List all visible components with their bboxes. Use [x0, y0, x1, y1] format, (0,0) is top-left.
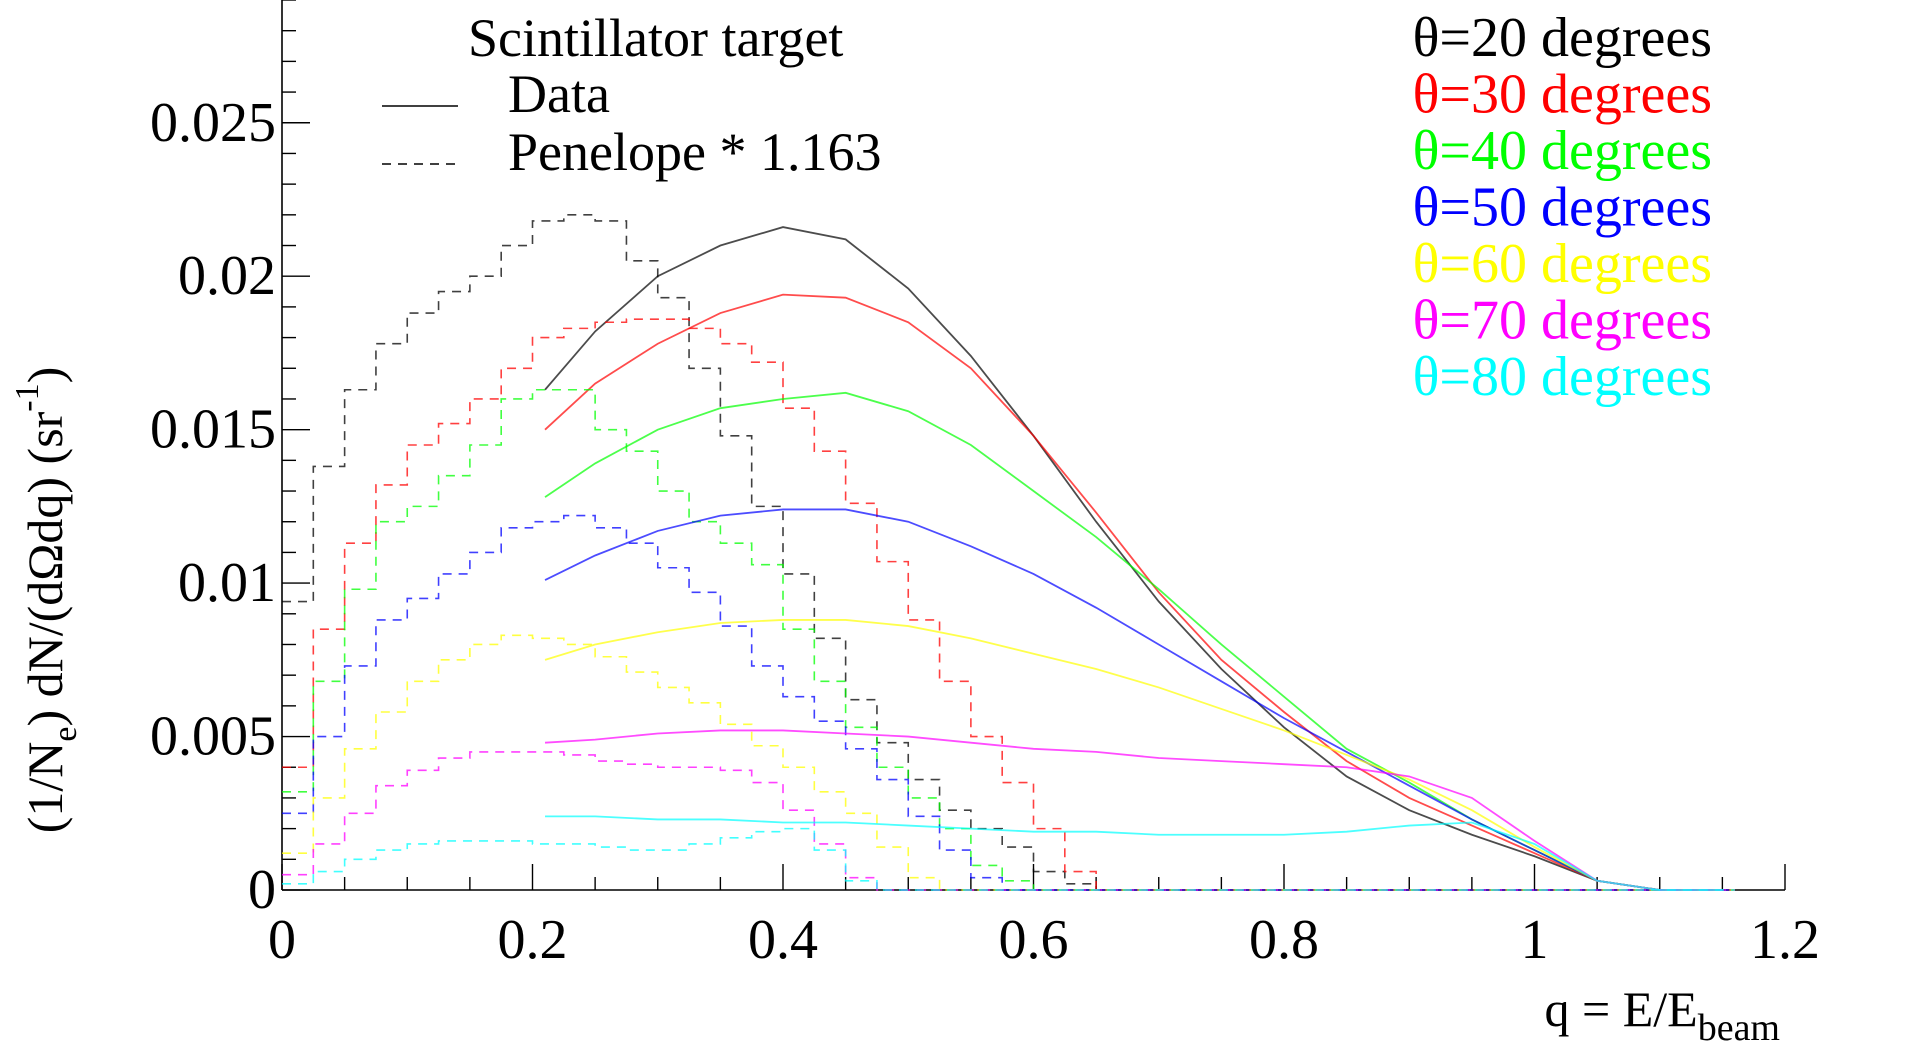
y-tick-label: 0.02	[178, 245, 276, 307]
y-tick-label: 0.015	[150, 399, 276, 461]
series-label-4: θ=50 degrees	[1413, 177, 1712, 239]
x-tick-label: 0	[268, 909, 296, 971]
legend-title: Scintillator target	[468, 8, 843, 68]
y-axis-title-part-1: (1/N	[17, 742, 73, 834]
x-tick-label: 0.2	[498, 909, 568, 971]
series-label-1: θ=20 degrees	[1413, 7, 1712, 69]
y-tick-label: 0.005	[150, 706, 276, 768]
x-axis-title: q = E/Ebeam	[1545, 981, 1780, 1044]
legend-label-penelope: Penelope * 1.163	[508, 122, 881, 182]
chart: 00.0050.010.0150.020.0250 0.2 0.4 0.6 0.8 1 1.…	[0, 0, 1932, 1044]
y-axis-title-part-2: ) dN/(dΩdq) (sr	[17, 411, 73, 726]
x-tick-label: 1.2	[1750, 909, 1820, 971]
series-label-3: θ=40 degrees	[1413, 120, 1712, 182]
penelope-histogram	[282, 635, 1735, 890]
penelope-histogram	[282, 390, 1735, 890]
y-tick-label: 0.025	[150, 92, 276, 154]
x-tick-label: 1	[1521, 909, 1549, 971]
series-7	[282, 816, 1735, 890]
series-label-2: θ=30 degrees	[1413, 64, 1712, 126]
x-tick-label: 0.6	[999, 909, 1069, 971]
series-label-7: θ=80 degrees	[1413, 346, 1712, 408]
data-curve	[545, 393, 1722, 890]
svg-text:(1/Ne) dN/(dΩdq) (sr-1): (1/Ne) dN/(dΩdq) (sr-1)	[9, 367, 84, 834]
y-axis-title-sub: e	[47, 727, 84, 742]
legend: Scintillator target Data Penelope * 1.16…	[382, 8, 881, 182]
y-tick-label: 0.01	[178, 552, 276, 614]
series-label-5: θ=60 degrees	[1413, 233, 1712, 295]
series-4	[282, 509, 1735, 890]
x-axis-title-main: q = E/E	[1545, 981, 1698, 1037]
penelope-histogram	[282, 752, 1735, 890]
series-label-6: θ=70 degrees	[1413, 290, 1712, 352]
y-axis-title-sup: -1	[9, 383, 46, 411]
series-3	[282, 390, 1735, 890]
x-tick-label: 0.4	[748, 909, 818, 971]
y-axis-title: (1/Ne) dN/(dΩdq) (sr-1)	[9, 367, 84, 834]
x-axis-title-sub: beam	[1698, 1007, 1780, 1044]
series-6	[282, 730, 1735, 890]
y-axis-title-part-3: )	[17, 367, 73, 384]
data-curve	[545, 730, 1722, 890]
legend-label-data: Data	[508, 64, 610, 124]
penelope-histogram	[282, 516, 1735, 890]
x-tick-label: 0.8	[1249, 909, 1319, 971]
